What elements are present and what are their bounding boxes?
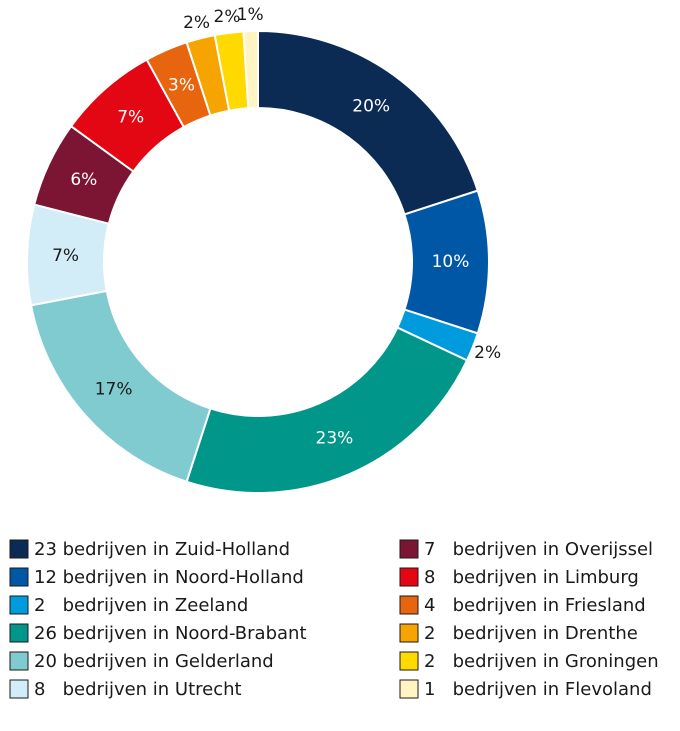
legend-label: 7 bedrijven in Overijssel [424,539,653,560]
legend-label: 12 bedrijven in Noord-Holland [34,567,304,588]
data-label: 7% [52,246,79,266]
legend-label: 2 bedrijven in Drenthe [424,623,638,644]
donut-segment [185,326,469,494]
legend-swatch [399,539,419,559]
legend-swatch [9,651,29,671]
legend-swatch [9,595,29,615]
legend-label: 1 bedrijven in Flevoland [424,679,652,700]
legend-label: 4 bedrijven in Friesland [424,595,646,616]
data-label: 1% [237,5,264,25]
legend-label: 8 bedrijven in Limburg [424,567,639,588]
data-label: 10% [432,252,470,272]
legend-swatch [399,623,419,643]
data-label: 23% [316,429,354,449]
legend-label: 2 bedrijven in Zeeland [34,595,248,616]
legend-swatch [399,567,419,587]
data-label: 2% [474,343,501,363]
legend-swatch [9,679,29,699]
legend-swatch [9,623,29,643]
data-label: 2% [183,13,210,33]
legend-label: 2 bedrijven in Groningen [424,651,659,672]
legend-swatch [399,679,419,699]
legend-label: 20 bedrijven in Gelderland [34,651,274,672]
legend-swatch [399,651,419,671]
data-label: 2% [214,7,241,27]
donut-segment [242,29,259,110]
donut-segment [257,29,479,216]
legend-label: 23 bedrijven in Zuid-Holland [34,539,290,560]
legend-label: 8 bedrijven in Utrecht [34,679,242,700]
legend-swatch [9,539,29,559]
data-label: 6% [70,170,97,190]
data-label: 7% [117,108,144,128]
legend-swatch [399,595,419,615]
legend-swatch [9,567,29,587]
legend-label: 26 bedrijven in Noord-Brabant [34,623,307,644]
data-label: 20% [352,96,390,116]
data-label: 17% [95,379,133,399]
data-label: 3% [168,75,195,95]
